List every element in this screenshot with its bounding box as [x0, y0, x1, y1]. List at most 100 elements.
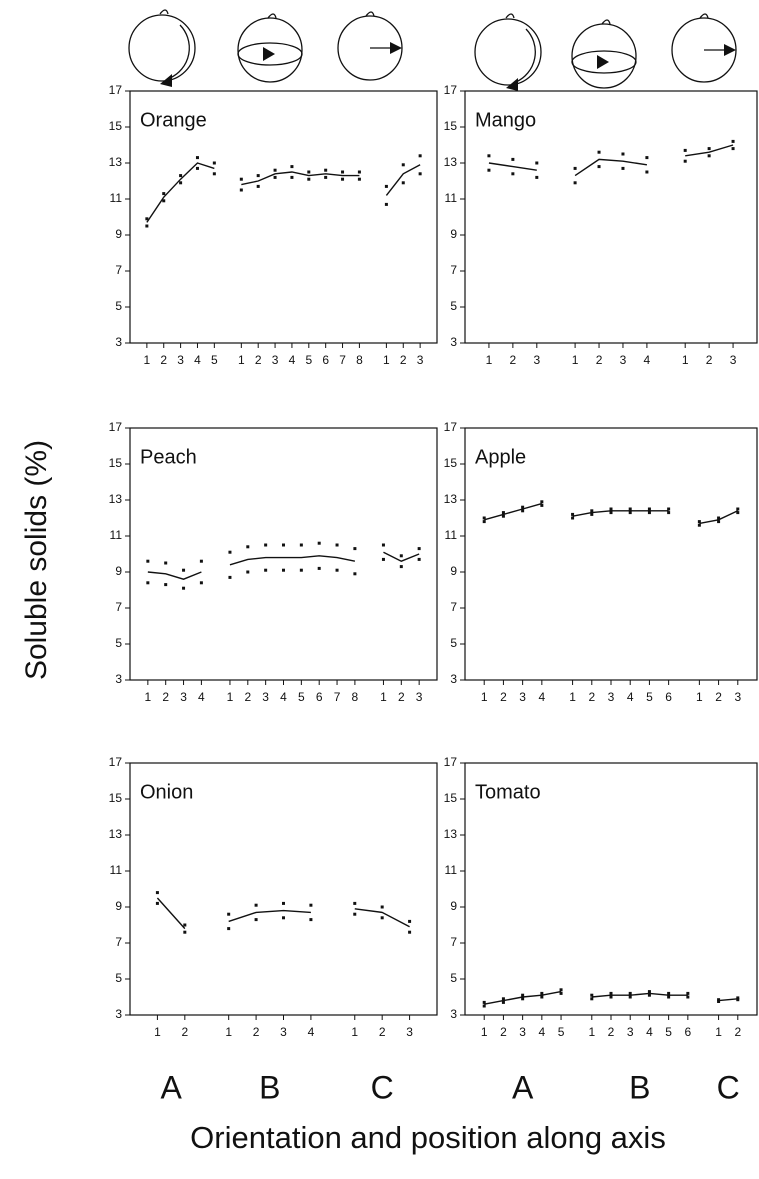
- x-tick-label: 3: [272, 353, 279, 367]
- error-dot: [571, 516, 575, 520]
- error-dot: [417, 557, 421, 561]
- y-tick-label: 13: [444, 827, 458, 841]
- error-dot: [227, 927, 231, 931]
- y-tick-label: 13: [109, 492, 123, 506]
- x-tick-label: 6: [322, 353, 329, 367]
- panel-title: Apple: [475, 446, 526, 468]
- error-dot: [155, 891, 159, 895]
- error-dot: [573, 181, 577, 185]
- line: [484, 502, 543, 521]
- error-dot: [182, 568, 186, 572]
- x-tick-label: 4: [308, 1025, 315, 1039]
- error-dot: [162, 192, 166, 196]
- x-tick-label: 5: [305, 353, 312, 367]
- error-dot: [647, 993, 651, 997]
- x-tick-label: 3: [406, 1025, 413, 1039]
- x-tick-label: 1: [696, 690, 703, 704]
- error-dot: [357, 177, 361, 181]
- x-tick-label: 2: [379, 1025, 386, 1039]
- error-dot: [667, 507, 671, 511]
- error-dot: [647, 990, 651, 994]
- error-dot: [399, 554, 403, 558]
- error-dot: [667, 511, 671, 515]
- error-dot: [273, 168, 277, 172]
- error-dot: [401, 181, 405, 185]
- x-tick-label: 2: [160, 353, 167, 367]
- error-dot: [353, 572, 357, 576]
- x-tick-label: 3: [620, 353, 627, 367]
- error-dot: [417, 547, 421, 551]
- error-dot: [239, 177, 243, 181]
- y-tick-label: 3: [115, 335, 122, 349]
- error-dot: [357, 170, 361, 174]
- error-dot: [353, 901, 357, 905]
- x-tick-label: 2: [734, 1025, 741, 1039]
- error-dot: [717, 998, 721, 1002]
- x-tick-label: 1: [715, 1025, 722, 1039]
- error-dot: [418, 154, 422, 158]
- error-dot: [256, 184, 260, 188]
- error-dot: [540, 503, 544, 507]
- x-tick-label: 3: [416, 690, 423, 704]
- error-dot: [183, 930, 187, 934]
- x-tick-label: 2: [398, 690, 405, 704]
- y-tick-label: 11: [110, 191, 123, 205]
- panel-title: Peach: [140, 446, 197, 468]
- error-dot: [511, 172, 515, 176]
- x-tick-label: 3: [180, 690, 187, 704]
- error-dot: [381, 543, 385, 547]
- error-dot: [239, 188, 243, 192]
- line: [488, 162, 537, 171]
- panel-title: Orange: [140, 109, 207, 131]
- error-dot: [324, 175, 328, 179]
- x-tick-label: 5: [665, 1025, 672, 1039]
- error-dot: [418, 172, 422, 176]
- error-dot: [164, 583, 168, 587]
- y-tick-label: 7: [450, 935, 457, 949]
- error-dot: [146, 581, 150, 585]
- x-tick-label: 8: [352, 690, 359, 704]
- x-tick-label: 4: [646, 1025, 653, 1039]
- error-dot: [535, 161, 539, 165]
- error-dot: [597, 150, 601, 154]
- error-dot: [317, 566, 321, 570]
- error-dot: [521, 509, 525, 513]
- x-tick-label: 6: [665, 690, 672, 704]
- error-dot: [182, 586, 186, 590]
- x-tick-label: 2: [510, 353, 517, 367]
- error-dot: [731, 147, 735, 151]
- error-dot: [309, 903, 313, 907]
- error-dot: [731, 139, 735, 143]
- error-dot: [227, 912, 231, 916]
- y-tick-label: 3: [450, 1007, 457, 1021]
- error-dot: [621, 152, 625, 156]
- error-dot: [535, 175, 539, 179]
- panel-frame: [464, 90, 758, 344]
- x-tick-label: 2: [500, 1025, 507, 1039]
- error-dot: [482, 1000, 486, 1004]
- x-tick-label: 2: [608, 1025, 615, 1039]
- line: [147, 571, 202, 580]
- error-dot: [540, 991, 544, 995]
- error-dot: [487, 154, 491, 158]
- line: [718, 998, 738, 1002]
- line: [228, 909, 311, 923]
- error-dot: [559, 988, 563, 992]
- x-tick-label: 2: [706, 353, 713, 367]
- error-dot: [290, 175, 294, 179]
- group-label: B: [259, 1069, 280, 1105]
- error-dot: [145, 224, 149, 228]
- y-tick-label: 13: [109, 155, 123, 169]
- y-tick-label: 11: [445, 528, 458, 542]
- y-tick-label: 5: [115, 299, 122, 313]
- y-tick-label: 13: [109, 827, 123, 841]
- error-dot: [501, 997, 505, 1001]
- y-tick-label: 3: [450, 672, 457, 686]
- error-dot: [590, 993, 594, 997]
- error-dot: [408, 930, 412, 934]
- error-dot: [667, 991, 671, 995]
- error-dot: [353, 547, 357, 551]
- y-tick-label: 5: [450, 971, 457, 985]
- x-tick-label: 4: [644, 353, 651, 367]
- line: [574, 158, 648, 177]
